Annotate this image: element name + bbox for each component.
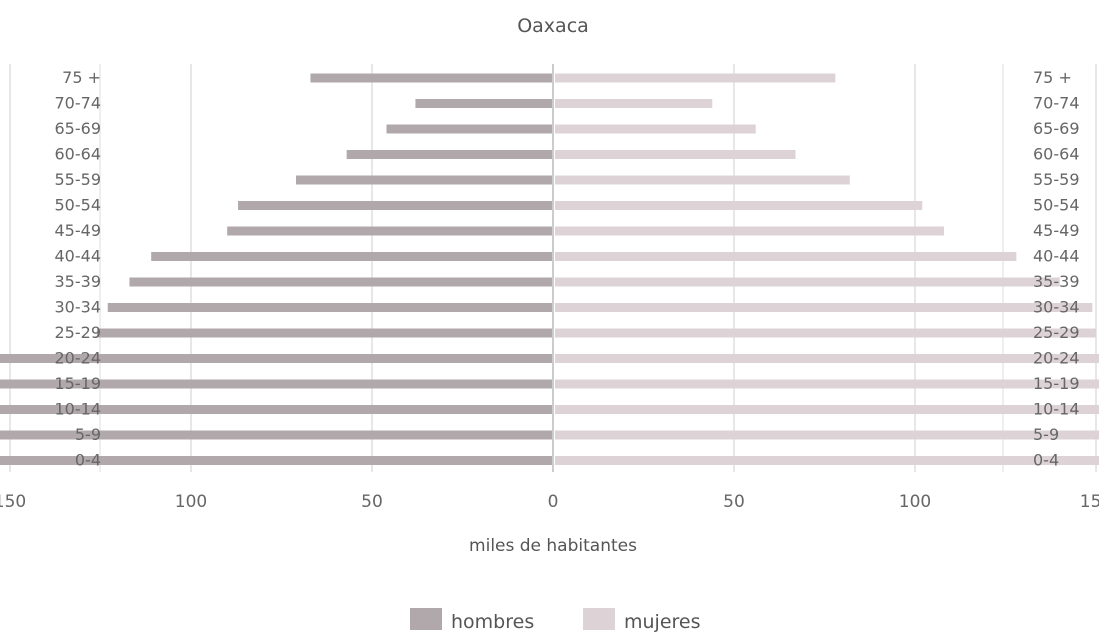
bar-mujeres-2 <box>555 124 756 134</box>
bar-mujeres-3 <box>555 150 796 159</box>
age-label-left: 25-29 <box>55 323 102 342</box>
bar-hombres-12 <box>0 379 552 389</box>
age-label-left: 65-69 <box>55 119 102 138</box>
bar-hombres-14 <box>0 430 553 440</box>
age-label-right: 25-29 <box>1033 323 1080 342</box>
age-label-right: 20-24 <box>1033 349 1080 368</box>
age-label-left: 10-14 <box>55 400 102 419</box>
bar-hombres-11 <box>0 354 553 363</box>
bar-hombres-6 <box>227 226 552 236</box>
bar-hombres-8 <box>129 277 552 287</box>
bar-mujeres-12 <box>555 379 1099 389</box>
x-tick-label: 150 <box>0 492 26 512</box>
bar-hombres-7 <box>151 252 552 261</box>
age-label-right: 65-69 <box>1033 119 1080 138</box>
age-label-left: 5-9 <box>75 425 101 444</box>
bar-mujeres-11 <box>555 354 1099 363</box>
bar-hombres-0 <box>310 73 552 83</box>
bars <box>0 73 1099 465</box>
age-label-right: 5-9 <box>1033 425 1059 444</box>
bar-mujeres-9 <box>555 303 1093 312</box>
age-label-left: 30-34 <box>55 298 102 317</box>
bar-hombres-5 <box>238 201 552 210</box>
bar-mujeres-0 <box>555 73 836 83</box>
age-label-right: 10-14 <box>1033 400 1080 419</box>
bar-mujeres-13 <box>555 405 1099 414</box>
bar-hombres-13 <box>0 405 552 414</box>
age-label-left: 20-24 <box>55 349 102 368</box>
bar-mujeres-8 <box>555 277 1060 287</box>
age-label-left: 45-49 <box>55 221 102 240</box>
x-tick-label: 50 <box>723 492 745 512</box>
bar-hombres-3 <box>346 150 552 159</box>
bar-mujeres-15 <box>555 456 1099 465</box>
age-label-left: 70-74 <box>55 94 102 113</box>
age-label-right: 45-49 <box>1033 221 1080 240</box>
bar-hombres-10 <box>96 328 552 338</box>
age-label-right: 40-44 <box>1033 247 1080 266</box>
age-label-left: 60-64 <box>55 145 102 164</box>
bar-mujeres-14 <box>555 430 1099 440</box>
age-label-left: 40-44 <box>55 247 102 266</box>
age-label-left: 15-19 <box>55 374 102 393</box>
chart-title: Oaxaca <box>517 15 589 37</box>
x-tick-label: 100 <box>899 492 931 512</box>
legend-swatch-mujeres <box>583 608 615 630</box>
bar-hombres-15 <box>0 456 552 465</box>
bar-hombres-1 <box>415 99 552 108</box>
bar-hombres-9 <box>107 303 553 312</box>
x-tick-label: 0 <box>548 492 559 512</box>
x-axis-title: miles de habitantes <box>469 536 637 556</box>
bar-mujeres-7 <box>555 252 1017 261</box>
age-label-right: 35-39 <box>1033 272 1080 291</box>
legend-label-mujeres: mujeres <box>624 611 701 632</box>
x-tick-label: 150 <box>1080 492 1099 512</box>
age-label-right: 70-74 <box>1033 94 1080 113</box>
age-labels: 75 + 75 + 70-74 70-74 65-69 65-69 60-64 60-64 55… <box>55 68 1080 470</box>
age-label-right: 0-4 <box>1033 451 1059 470</box>
bar-mujeres-10 <box>555 328 1096 338</box>
age-label-left: 50-54 <box>55 196 102 215</box>
bar-mujeres-6 <box>555 226 944 236</box>
age-label-left: 55-59 <box>55 170 102 189</box>
legend: hombres mujeres <box>410 608 701 632</box>
age-label-right: 15-19 <box>1033 374 1080 393</box>
x-axis-ticks: 25020015010050050100150200250 <box>0 492 1099 512</box>
bar-mujeres-5 <box>555 201 923 210</box>
age-label-right: 75 + <box>1033 68 1072 87</box>
bar-hombres-2 <box>386 124 552 134</box>
legend-swatch-hombres <box>410 608 442 630</box>
x-tick-label: 50 <box>361 492 383 512</box>
bar-mujeres-1 <box>555 99 713 108</box>
legend-label-hombres: hombres <box>451 611 534 632</box>
age-label-left: 35-39 <box>55 272 102 291</box>
x-tick-label: 100 <box>175 492 207 512</box>
age-label-right: 30-34 <box>1033 298 1080 317</box>
age-label-left: 75 + <box>62 68 101 87</box>
age-label-right: 60-64 <box>1033 145 1080 164</box>
age-label-right: 55-59 <box>1033 170 1080 189</box>
bar-mujeres-4 <box>555 175 850 185</box>
age-label-left: 0-4 <box>75 451 101 470</box>
bar-hombres-4 <box>295 175 552 185</box>
age-label-right: 50-54 <box>1033 196 1080 215</box>
